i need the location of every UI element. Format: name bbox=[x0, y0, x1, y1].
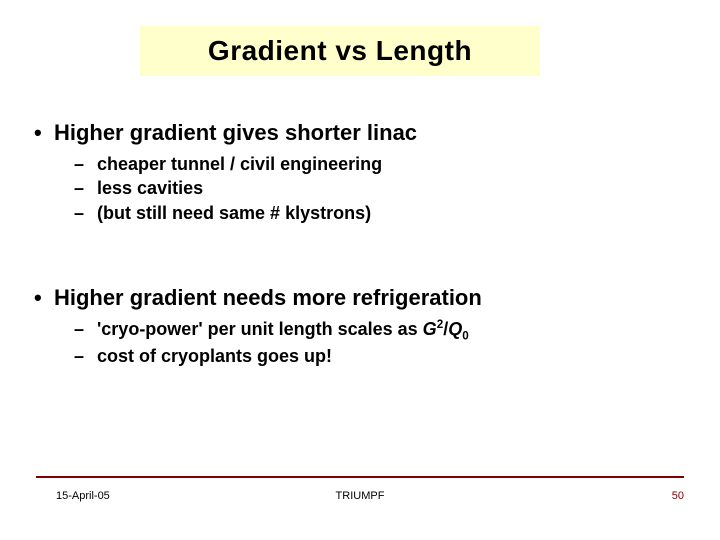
sub-bullet: – cost of cryoplants goes up! bbox=[74, 344, 674, 368]
footer-divider bbox=[36, 476, 684, 478]
bullet-2: • Higher gradient needs more refrigerati… bbox=[34, 285, 674, 311]
footer-page: 50 bbox=[672, 490, 684, 502]
formula-sub: 0 bbox=[462, 329, 469, 342]
formula-var-q: Q bbox=[448, 319, 462, 339]
bullet-2-sublist: – 'cryo-power' per unit length scales as… bbox=[74, 317, 674, 369]
bullet-1: • Higher gradient gives shorter linac bbox=[34, 120, 674, 146]
sub-bullet-prefix: 'cryo-power' per unit length scales as bbox=[97, 319, 423, 339]
slide-title: Gradient vs Length bbox=[140, 26, 540, 76]
slide-body: • Higher gradient gives shorter linac – … bbox=[34, 120, 674, 369]
footer-center: TRIUMPF bbox=[0, 490, 720, 502]
bullet-1-text: Higher gradient gives shorter linac bbox=[54, 120, 417, 145]
sub-bullet: – less cavities bbox=[74, 176, 674, 200]
sub-bullet-text: cost of cryoplants goes up! bbox=[97, 346, 332, 366]
sub-bullet-text: cheaper tunnel / civil engineering bbox=[97, 154, 382, 174]
sub-bullet-text: (but still need same # klystrons) bbox=[97, 203, 371, 223]
bullet-1-sublist: – cheaper tunnel / civil engineering – l… bbox=[74, 152, 674, 225]
bullet-2-text: Higher gradient needs more refrigeration bbox=[54, 285, 482, 310]
formula-var-g: G bbox=[423, 319, 437, 339]
sub-bullet-text: less cavities bbox=[97, 178, 203, 198]
sub-bullet: – (but still need same # klystrons) bbox=[74, 201, 674, 225]
sub-bullet: – 'cryo-power' per unit length scales as… bbox=[74, 317, 674, 344]
sub-bullet: – cheaper tunnel / civil engineering bbox=[74, 152, 674, 176]
